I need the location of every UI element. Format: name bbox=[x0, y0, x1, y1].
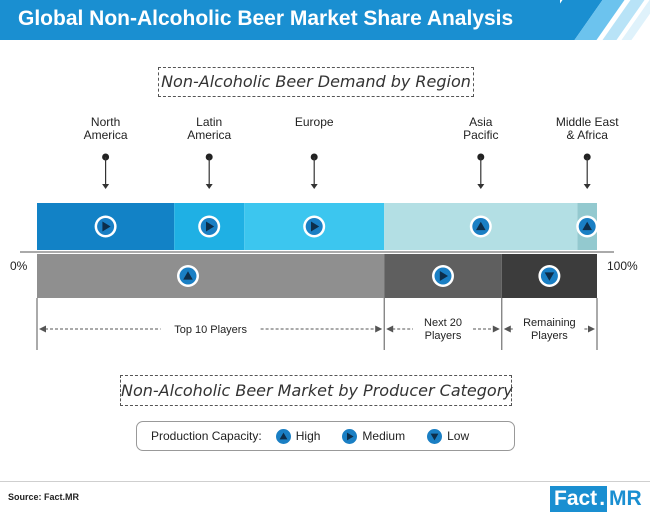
factmr-logo: Fact . MR bbox=[550, 486, 646, 512]
producer-dim-arrow-left-next-20-players bbox=[386, 325, 394, 333]
header-banner: Global Non-Alcoholic Beer Market Share A… bbox=[0, 0, 650, 40]
triangle-right-icon bbox=[342, 428, 358, 444]
logo-fact: Fact bbox=[550, 486, 600, 512]
region-pointer-arrow-latin-america bbox=[205, 184, 213, 189]
producer-chart-title: Non-Alcoholic Beer Market by Producer Ca… bbox=[120, 375, 513, 406]
region-label-asia-pacific: Asia Pacific bbox=[463, 115, 498, 142]
producer-icon-top-10-players bbox=[177, 265, 199, 287]
producer-dim-arrow-left-top-10-players bbox=[39, 325, 46, 333]
producer-bar-top-10-players bbox=[37, 254, 385, 298]
market-share-chart: North America Latin America Europe Asia Pacifi… bbox=[10, 115, 638, 350]
producer-icon-remaining-players bbox=[538, 265, 561, 287]
legend-item-high: High bbox=[275, 428, 321, 444]
page-title: Global Non-Alcoholic Beer Market Share A… bbox=[18, 7, 514, 30]
producer-label-next-20-players: Next 20 Players bbox=[424, 317, 462, 342]
region-pointer-arrow-europe bbox=[310, 184, 318, 189]
legend-label-low: Low bbox=[447, 429, 470, 443]
region-pointer-arrow-north-america bbox=[102, 184, 110, 189]
triangle-down-icon bbox=[427, 428, 443, 444]
region-label-europe: Europe bbox=[295, 115, 334, 129]
region-icon-asia-pacific bbox=[469, 215, 492, 238]
region-chart-title: Non-Alcoholic Beer Demand by Region bbox=[158, 67, 474, 97]
legend-title: Production Capacity: bbox=[151, 429, 262, 443]
producer-dim-arrow-right-top-10-players bbox=[375, 325, 383, 333]
axis-max-label: 100% bbox=[607, 259, 638, 273]
legend-label-high: High bbox=[295, 429, 321, 443]
region-label-latin-america: Latin America bbox=[187, 115, 231, 142]
footer-divider bbox=[0, 481, 650, 482]
legend-label-medium: Medium bbox=[362, 429, 406, 443]
producer-dim-arrow-right-remaining-players bbox=[588, 325, 595, 333]
legend: Production Capacity: High Medium Low bbox=[136, 421, 515, 451]
logo-dot: . bbox=[599, 486, 608, 512]
region-pointer-arrow-asia-pacific bbox=[477, 184, 485, 189]
producer-dim-arrow-left-remaining-players bbox=[503, 325, 511, 333]
region-label-middle-east-africa: Middle East & Africa bbox=[556, 115, 619, 142]
axis-min-label: 0% bbox=[10, 259, 28, 273]
region-icon-europe bbox=[303, 215, 326, 238]
producer-icon-next-20-players bbox=[432, 265, 454, 287]
region-icon-latin-america bbox=[198, 215, 221, 238]
producer-dim-arrow-right-next-20-players bbox=[492, 325, 500, 333]
producer-label-remaining-players: Remaining Players bbox=[523, 317, 576, 342]
triangle-up-icon bbox=[275, 428, 291, 444]
logo-mr: MR bbox=[607, 486, 642, 512]
region-label-north-america: North America bbox=[84, 115, 128, 142]
producer-label-top-10-players: Top 10 Players bbox=[174, 324, 247, 336]
region-pointer-arrow-middle-east-africa bbox=[583, 184, 591, 189]
legend-item-low: Low bbox=[427, 428, 470, 444]
region-icon-middle-east-africa bbox=[576, 215, 599, 238]
legend-item-medium: Medium bbox=[342, 428, 406, 444]
region-icon-north-america bbox=[94, 215, 117, 238]
source-note: Source: Fact.MR bbox=[8, 492, 80, 502]
